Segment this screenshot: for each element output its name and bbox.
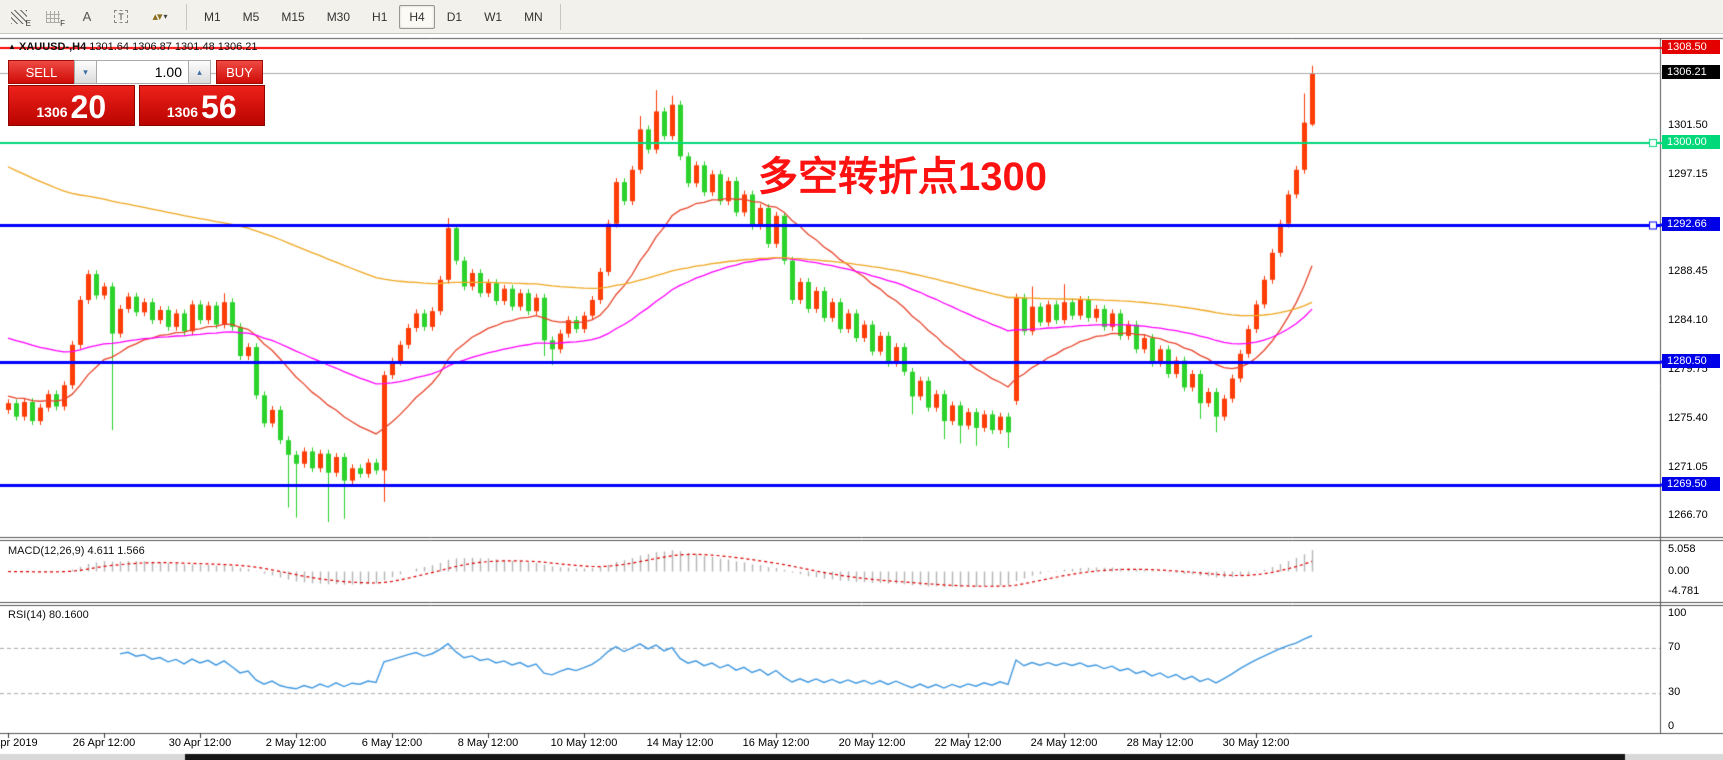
price-axis-tick: 1275.40 [1668, 411, 1708, 424]
chart-annotation-text: 多空转折点1300 [758, 155, 1047, 199]
timeframe-button-m15[interactable]: M15 [281, 9, 305, 24]
price-marker-1300.00[interactable]: 1300.00 [1662, 134, 1720, 149]
price-marker-1292.66[interactable]: 1292.66 [1662, 217, 1720, 232]
macd-indicator-label: MACD(12,26,9) 4.611 1.566 [8, 545, 145, 557]
price-axis-tick: 1288.45 [1668, 265, 1708, 278]
grid-glyph [46, 10, 60, 23]
text-label-icon[interactable]: A [72, 4, 102, 30]
date-axis-label: 30 May 12:00 [1222, 737, 1290, 749]
sell-price-base: 1306 [36, 104, 68, 120]
collapse-arrow-icon[interactable]: ▲ [8, 42, 16, 51]
price-axis-tick: 1297.15 [1668, 167, 1708, 180]
buy-quote[interactable]: 1306 56 [138, 85, 265, 126]
date-axis-label: 2 May 12:00 [265, 737, 327, 749]
toolbar-divider [186, 3, 187, 30]
price-marker-1306.21[interactable]: 1306.21 [1662, 65, 1720, 80]
date-axis-label: 8 May 12:00 [457, 737, 519, 749]
timeframe-button-h1[interactable]: H1 [372, 9, 388, 24]
toolbar-icon-group: E F A T ▴▾ ▾ [0, 4, 180, 30]
toolbar-divider [559, 3, 561, 30]
date-axis-label: 24 May 12:00 [1030, 737, 1098, 749]
text-box-glyph: T [114, 10, 128, 23]
date-axis-label: 14 May 12:00 [646, 737, 714, 749]
timeframe-button-h4[interactable]: H4 [399, 4, 435, 29]
toolbar: E F A T ▴▾ ▾ M1 M5 M15 M30 H1 H4 D1 W1 MN [0, 0, 1723, 34]
rsi-scale-tick: 70 [1668, 640, 1681, 653]
date-axis-label: 20 May 12:00 [838, 737, 906, 749]
date-axis-label: 6 May 12:00 [361, 737, 423, 749]
buy-price-base: 1306 [166, 104, 199, 120]
date-axis-label: 10 May 12:00 [550, 737, 618, 749]
rsi-scale-tick: 30 [1668, 686, 1681, 699]
price-marker-1269.50[interactable]: 1269.50 [1662, 477, 1720, 492]
chart-pattern-glyph [11, 9, 27, 24]
volume-decrease-button[interactable]: ▾ [74, 60, 97, 84]
text-label-glyph: A [82, 9, 92, 24]
date-axis-label: 22 May 12:00 [934, 737, 1002, 749]
volume-input[interactable] [97, 60, 188, 84]
buy-button[interactable]: BUY [216, 60, 263, 84]
symbol-info: ▲ XAUUSD-,H4 1301.64 1306.87 1301.48 130… [8, 41, 258, 53]
timeframe-button-d1[interactable]: D1 [446, 9, 463, 24]
grid-icon[interactable]: F [38, 4, 68, 30]
price-axis-tick: 1271.05 [1668, 460, 1708, 473]
symbol-ohlc: 1301.64 1306.87 1301.48 1306.21 [89, 41, 258, 53]
buy-price-pips: 56 [201, 89, 237, 125]
timeframe-button-mn[interactable]: MN [524, 9, 543, 24]
timeframe-button-group: M1 M5 M15 M30 H1 H4 D1 W1 MN [193, 4, 554, 29]
chart-pattern-icon[interactable]: E [4, 4, 34, 30]
price-axis-tick: 1266.70 [1668, 509, 1708, 522]
chevron-down-icon: ▾ [163, 12, 168, 21]
macd-scale-tick: -4.781 [1668, 584, 1700, 597]
timeframe-button-m30[interactable]: M30 [326, 9, 351, 24]
date-axis-label: 24 Apr 2019 [0, 737, 38, 749]
rsi-scale-tick: 0 [1668, 720, 1675, 732]
price-axis-tick: 1301.50 [1668, 119, 1708, 132]
date-axis-label: 16 May 12:00 [742, 737, 810, 749]
sell-price-pips: 20 [70, 89, 107, 125]
icon-subscript: F [60, 18, 65, 28]
rsi-scale-tick: 100 [1668, 607, 1687, 619]
timeframe-button-m5[interactable]: M5 [242, 9, 260, 24]
text-box-icon[interactable]: T [106, 4, 136, 30]
sell-button[interactable]: SELL [8, 60, 74, 84]
price-marker-1308.50[interactable]: 1308.50 [1662, 39, 1720, 54]
timeframe-button-w1[interactable]: W1 [484, 9, 503, 24]
icon-subscript: E [25, 18, 31, 28]
macd-scale-tick: 5.058 [1668, 543, 1696, 555]
one-click-trade-panel: SELL ▾ ▴ BUY 1306 20 1306 56 [8, 60, 265, 126]
date-axis-label: 28 May 12:00 [1126, 737, 1194, 749]
date-axis-label: 30 Apr 12:00 [168, 737, 232, 749]
rsi-indicator-label: RSI(14) 80.1600 [8, 609, 89, 621]
symbol-title: XAUUSD-,H4 [18, 41, 87, 53]
macd-scale-tick: 0.00 [1668, 564, 1690, 577]
volume-increase-button[interactable]: ▴ [188, 60, 211, 84]
sell-quote[interactable]: 1306 20 [8, 85, 135, 126]
price-marker-1280.50[interactable]: 1280.50 [1662, 353, 1720, 368]
price-axis-tick: 1284.10 [1668, 314, 1708, 327]
sort-arrows-glyph: ▴▾ [152, 11, 162, 23]
sort-arrows-icon[interactable]: ▴▾ ▾ [140, 4, 180, 30]
timeframe-button-m1[interactable]: M1 [204, 9, 221, 24]
date-axis-label: 26 Apr 12:00 [72, 737, 136, 749]
